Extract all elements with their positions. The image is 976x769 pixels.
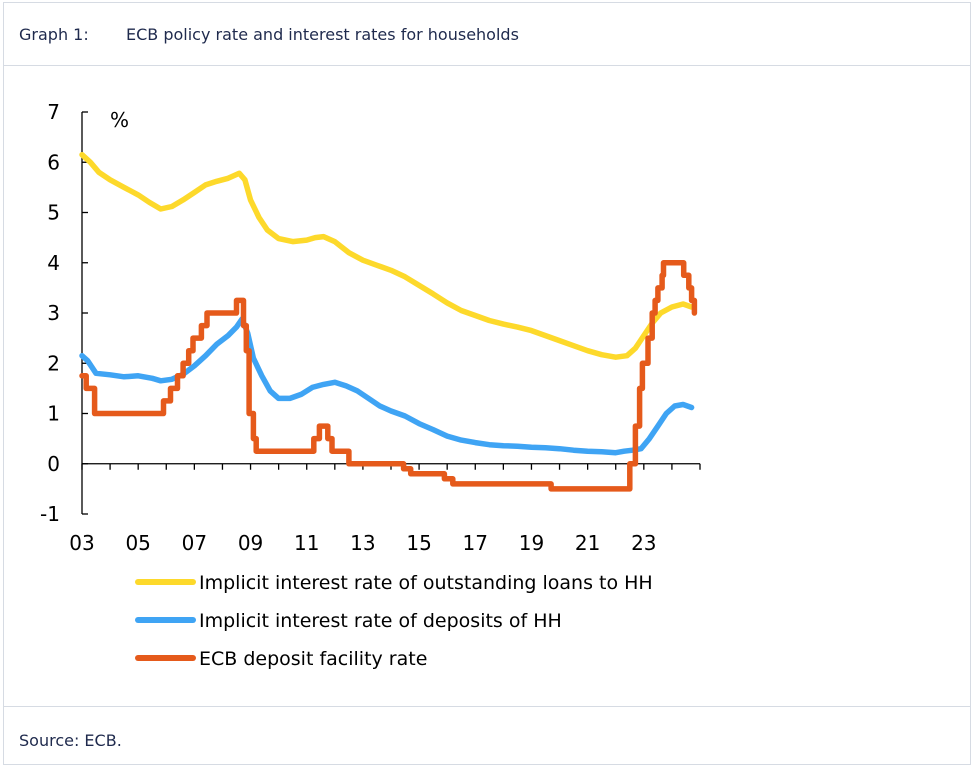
chart-header: Graph 1: ECB policy rate and interest ra… <box>4 3 970 66</box>
x-tick-label: 13 <box>350 531 375 555</box>
x-tick-label: 03 <box>69 531 94 555</box>
chart-series <box>79 151 698 492</box>
chart-panel: Graph 1: ECB policy rate and interest ra… <box>3 2 971 765</box>
x-tick-label: 21 <box>575 531 600 555</box>
series-line-1 <box>79 151 695 360</box>
y-tick-label: 3 <box>47 301 60 325</box>
chart-legend: Implicit interest rate of outstanding lo… <box>135 572 653 670</box>
y-tick-label: 1 <box>47 402 60 426</box>
chart-footer: Source: ECB. <box>4 706 970 765</box>
y-tick-label: 4 <box>47 251 60 275</box>
x-tick-label: 11 <box>294 531 319 555</box>
legend-label-3: ECB deposit facility rate <box>199 648 427 670</box>
series-line-3 <box>79 260 698 492</box>
x-tick-label: 15 <box>406 531 431 555</box>
y-tick-label: 2 <box>47 351 60 375</box>
graph-number: Graph 1: <box>19 25 89 44</box>
y-tick-label: 7 <box>47 100 60 124</box>
legend-label-2: Implicit interest rate of deposits of HH <box>199 610 562 632</box>
x-tick-label: 09 <box>238 531 263 555</box>
chart-title: ECB policy rate and interest rates for h… <box>126 25 519 44</box>
y-tick-label: 6 <box>47 150 60 174</box>
source-note: Source: ECB. <box>19 731 122 750</box>
x-tick-label: 19 <box>519 531 544 555</box>
x-tick-label: 05 <box>125 531 150 555</box>
y-axis-unit-label: % <box>110 108 129 132</box>
y-tick-label: -1 <box>40 502 60 526</box>
x-tick-label: 17 <box>463 531 488 555</box>
x-tick-label: 07 <box>182 531 207 555</box>
legend-label-1: Implicit interest rate of outstanding lo… <box>199 572 653 594</box>
x-tick-label: 23 <box>631 531 656 555</box>
y-tick-label: 0 <box>47 452 60 476</box>
y-tick-label: 5 <box>47 201 60 225</box>
